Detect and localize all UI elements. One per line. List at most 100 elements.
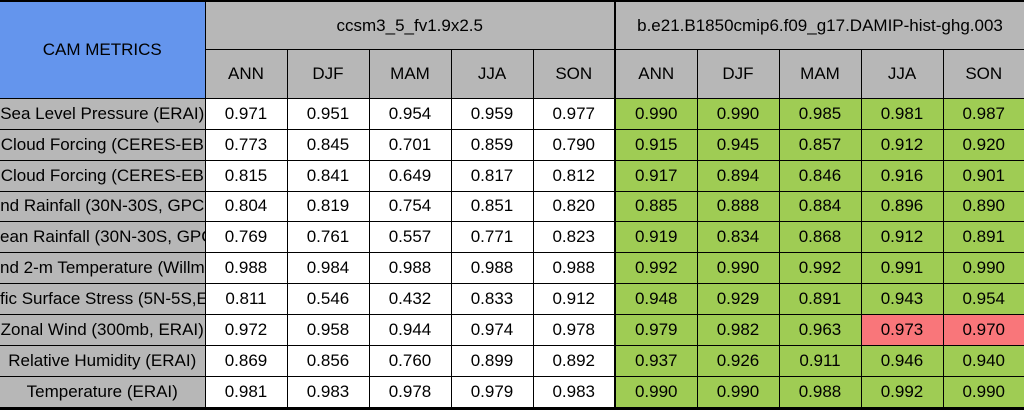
metric-cell: 0.978 <box>532 313 616 346</box>
metric-cell: 0.926 <box>696 344 780 377</box>
season-header-0-jja: JJA <box>450 49 534 99</box>
metric-cell: 0.761 <box>286 221 370 254</box>
metric-cell: 0.970 <box>942 313 1024 346</box>
metric-cell: 0.971 <box>204 98 288 130</box>
metric-cell: 0.833 <box>450 283 534 315</box>
table-row: ean Rainfall (30N-30S, GPC 0.769 0.761 0.55… <box>0 221 1024 254</box>
metric-cell: 0.546 <box>286 283 370 315</box>
metric-cell: 0.981 <box>204 375 288 410</box>
metric-cell: 0.899 <box>450 344 534 377</box>
metric-cell: 0.815 <box>204 159 288 192</box>
metric-cell: 0.890 <box>942 190 1024 223</box>
metric-cell: 0.894 <box>696 159 780 192</box>
metric-cell: 0.973 <box>860 313 944 346</box>
metric-cell: 0.845 <box>286 128 370 161</box>
metric-cell: 0.773 <box>204 128 288 161</box>
metric-cell: 0.885 <box>614 190 698 223</box>
metric-cell: 0.948 <box>614 283 698 315</box>
metric-cell: 0.992 <box>778 252 862 285</box>
metric-cell: 0.954 <box>368 98 452 130</box>
table-row: Cloud Forcing (CERES-EB 0.815 0.841 0.649 0.… <box>0 159 1024 192</box>
metric-cell: 0.912 <box>860 128 944 161</box>
metric-cell: 0.915 <box>614 128 698 161</box>
season-header-1-mam: MAM <box>778 49 862 99</box>
metric-cell: 0.974 <box>450 313 534 346</box>
metric-cell: 0.929 <box>696 283 780 315</box>
metric-cell: 0.982 <box>696 313 780 346</box>
metric-cell: 0.945 <box>696 128 780 161</box>
season-header-0-mam: MAM <box>368 49 452 99</box>
metric-cell: 0.919 <box>614 221 698 254</box>
metric-cell: 0.990 <box>942 252 1024 285</box>
metric-cell: 0.977 <box>532 98 616 130</box>
metric-cell: 0.920 <box>942 128 1024 161</box>
metric-cell: 0.649 <box>368 159 452 192</box>
metric-cell: 0.978 <box>368 375 452 410</box>
metric-cell: 0.868 <box>778 221 862 254</box>
metric-cell: 0.940 <box>942 344 1024 377</box>
metric-cell: 0.983 <box>532 375 616 410</box>
metric-cell: 0.823 <box>532 221 616 254</box>
model-header-ccsm3: ccsm3_5_fv1.9x2.5 <box>204 0 616 50</box>
metric-cell: 0.988 <box>778 375 862 410</box>
metric-cell: 0.834 <box>696 221 780 254</box>
metric-cell: 0.963 <box>778 313 862 346</box>
metric-cell: 0.820 <box>532 190 616 223</box>
metric-cell: 0.987 <box>942 98 1024 130</box>
metric-cell: 0.992 <box>614 252 698 285</box>
metric-cell: 0.959 <box>450 98 534 130</box>
row-label: Zonal Wind (300mb, ERAI) <box>0 313 206 346</box>
metric-cell: 0.911 <box>778 344 862 377</box>
table-title: CAM METRICS <box>0 0 206 99</box>
metric-cell: 0.983 <box>286 375 370 410</box>
row-label: nd 2-m Temperature (Willm <box>0 252 206 285</box>
metric-cell: 0.979 <box>614 313 698 346</box>
season-header-0-djf: DJF <box>286 49 370 99</box>
metric-cell: 0.990 <box>614 98 698 130</box>
table-row: nd 2-m Temperature (Willm 0.988 0.984 0.988… <box>0 252 1024 285</box>
metric-cell: 0.988 <box>368 252 452 285</box>
metric-cell: 0.846 <box>778 159 862 192</box>
season-header-0-son: SON <box>532 49 616 99</box>
metric-cell: 0.992 <box>860 375 944 410</box>
metric-cell: 0.944 <box>368 313 452 346</box>
season-header-0-ann: ANN <box>205 49 288 99</box>
metric-cell: 0.943 <box>860 283 944 315</box>
metric-cell: 0.984 <box>286 252 370 285</box>
metric-cell: 0.869 <box>204 344 288 377</box>
metric-cell: 0.985 <box>778 98 862 130</box>
metric-cell: 0.990 <box>696 98 780 130</box>
season-header-1-jja: JJA <box>860 49 944 99</box>
table-row: Temperature (ERAI) 0.981 0.983 0.978 0.979 0.… <box>0 375 1024 410</box>
metric-cell: 0.888 <box>696 190 780 223</box>
table-row: Relative Humidity (ERAI) 0.869 0.856 0.760 0… <box>0 344 1024 377</box>
table-row: fic Surface Stress (5N-5S,E 0.811 0.546 0.4… <box>0 283 1024 315</box>
metric-cell: 0.754 <box>368 190 452 223</box>
metric-cell: 0.937 <box>614 344 698 377</box>
metric-cell: 0.891 <box>778 283 862 315</box>
row-label: Cloud Forcing (CERES-EB <box>0 128 206 161</box>
metric-cell: 0.951 <box>286 98 370 130</box>
metric-cell: 0.958 <box>286 313 370 346</box>
metric-cell: 0.979 <box>450 375 534 410</box>
row-label: nd Rainfall (30N-30S, GPC <box>0 190 206 223</box>
metric-cell: 0.912 <box>860 221 944 254</box>
row-label: fic Surface Stress (5N-5S,E <box>0 283 206 315</box>
metric-cell: 0.701 <box>368 128 452 161</box>
metric-cell: 0.891 <box>942 221 1024 254</box>
season-header-1-son: SON <box>942 49 1024 99</box>
metric-cell: 0.857 <box>778 128 862 161</box>
table-row: Cloud Forcing (CERES-EB 0.773 0.845 0.701 0.… <box>0 128 1024 161</box>
metric-cell: 0.769 <box>204 221 288 254</box>
metric-cell: 0.954 <box>942 283 1024 315</box>
table-row: Sea Level Pressure (ERAI) 0.971 0.951 0.954… <box>0 98 1024 130</box>
metric-cell: 0.432 <box>368 283 452 315</box>
metric-cell: 0.916 <box>860 159 944 192</box>
metric-cell: 0.991 <box>860 252 944 285</box>
metric-cell: 0.988 <box>532 252 616 285</box>
season-header-1-ann: ANN <box>614 49 698 99</box>
model-header-damip: b.e21.B1850cmip6.f09_g17.DAMIP-hist-ghg.… <box>614 0 1024 50</box>
metric-cell: 0.812 <box>532 159 616 192</box>
